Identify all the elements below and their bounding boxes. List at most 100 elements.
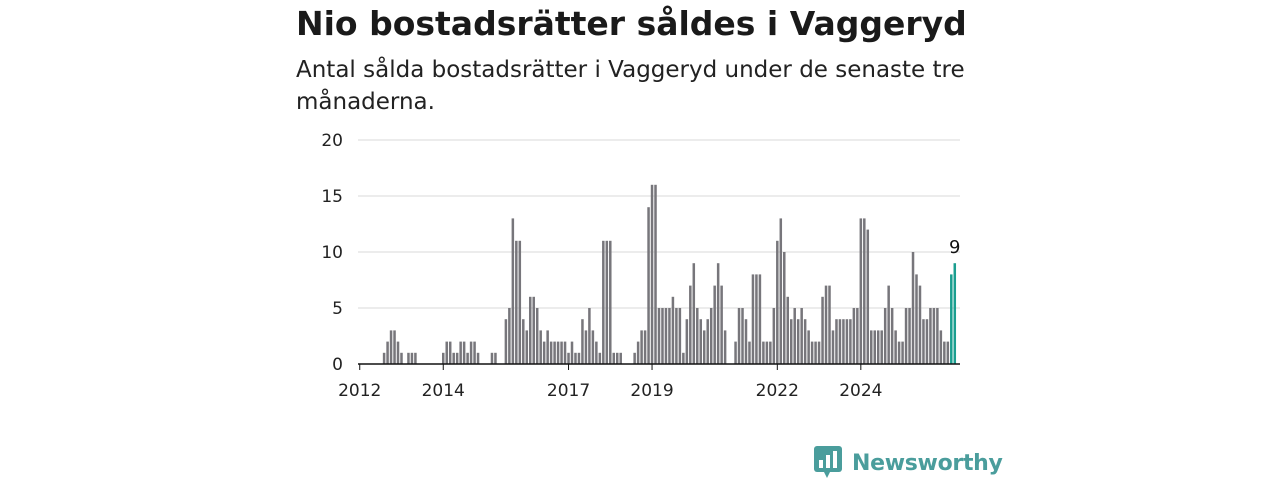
bar (455, 352, 459, 364)
bar (929, 308, 932, 364)
bar (466, 352, 469, 364)
bar (939, 330, 943, 364)
bar (459, 341, 462, 364)
bar (950, 274, 953, 364)
bar (678, 308, 682, 364)
x-tick-label: 2024 (839, 381, 882, 401)
bar (755, 274, 758, 364)
bars (382, 184, 957, 364)
bar (821, 296, 824, 364)
bar (570, 341, 574, 364)
bar (602, 240, 605, 364)
y-axis-ticks: 0 5 10 15 20 (321, 131, 343, 375)
bar (908, 308, 911, 364)
bar (796, 319, 800, 364)
bar (563, 341, 567, 364)
bar (382, 352, 386, 364)
bar (560, 341, 563, 364)
bar (609, 240, 612, 364)
x-tick-label: 2019 (630, 381, 673, 401)
bar (469, 341, 473, 364)
bar (904, 308, 908, 364)
bar (883, 308, 887, 364)
bar (783, 252, 786, 364)
bar (737, 308, 741, 364)
bar (915, 274, 918, 364)
x-tick-label: 2012 (338, 381, 381, 401)
bar (880, 330, 883, 364)
last-value-label: 9 (949, 237, 960, 258)
bar (671, 296, 675, 364)
bar (786, 296, 790, 364)
bar (925, 319, 929, 364)
x-tick-label: 2014 (422, 381, 465, 401)
bar (911, 252, 915, 364)
bar (619, 352, 622, 364)
bar (838, 319, 842, 364)
bar (831, 330, 835, 364)
bar (675, 308, 678, 364)
bar (577, 352, 581, 364)
bar (612, 352, 616, 364)
bar (393, 330, 396, 364)
bar (389, 330, 393, 364)
bar (765, 341, 769, 364)
bar (539, 330, 542, 364)
brand-logo: Newsworthy (814, 446, 1003, 480)
bar (897, 341, 901, 364)
bar (803, 319, 807, 364)
bar (852, 308, 856, 364)
bar (769, 341, 772, 364)
bar (549, 341, 553, 364)
bar (553, 341, 556, 364)
bar (462, 341, 466, 364)
bar (535, 308, 539, 364)
bar (400, 352, 403, 364)
bar (518, 240, 522, 364)
bar (702, 330, 706, 364)
bar (396, 341, 400, 364)
y-tick-label: 15 (321, 187, 343, 207)
bar (661, 308, 664, 364)
bar (751, 274, 755, 364)
bar (866, 229, 870, 364)
bar (863, 218, 866, 364)
bar (515, 240, 518, 364)
bar (567, 352, 570, 364)
bar (643, 330, 647, 364)
bar (876, 330, 880, 364)
bar (943, 341, 946, 364)
bar (856, 308, 859, 364)
bar (647, 207, 650, 364)
bar (494, 352, 497, 364)
bar (591, 330, 595, 364)
bar (556, 341, 560, 364)
bar (824, 285, 828, 364)
bar (525, 330, 529, 364)
bar (870, 330, 873, 364)
bar (807, 330, 810, 364)
x-tick-label: 2022 (756, 381, 799, 401)
brand-name: Newsworthy (852, 450, 1003, 476)
bar (758, 274, 762, 364)
bar (640, 330, 643, 364)
bar (476, 352, 480, 364)
bar (762, 341, 765, 364)
bar (720, 285, 723, 364)
bar (723, 330, 727, 364)
bar (842, 319, 845, 364)
bar (772, 308, 776, 364)
bar (685, 319, 689, 364)
bar (699, 319, 703, 364)
bar (386, 341, 389, 364)
bar (706, 319, 709, 364)
bar (504, 319, 508, 364)
newsworthy-logo-icon (814, 446, 842, 478)
chart-title: Nio bostadsrätter såldes i Vaggeryd (296, 4, 967, 43)
bar (800, 308, 803, 364)
bar (859, 218, 863, 364)
bar (887, 285, 890, 364)
bar (546, 330, 549, 364)
bar (605, 240, 609, 364)
bar (953, 263, 957, 364)
